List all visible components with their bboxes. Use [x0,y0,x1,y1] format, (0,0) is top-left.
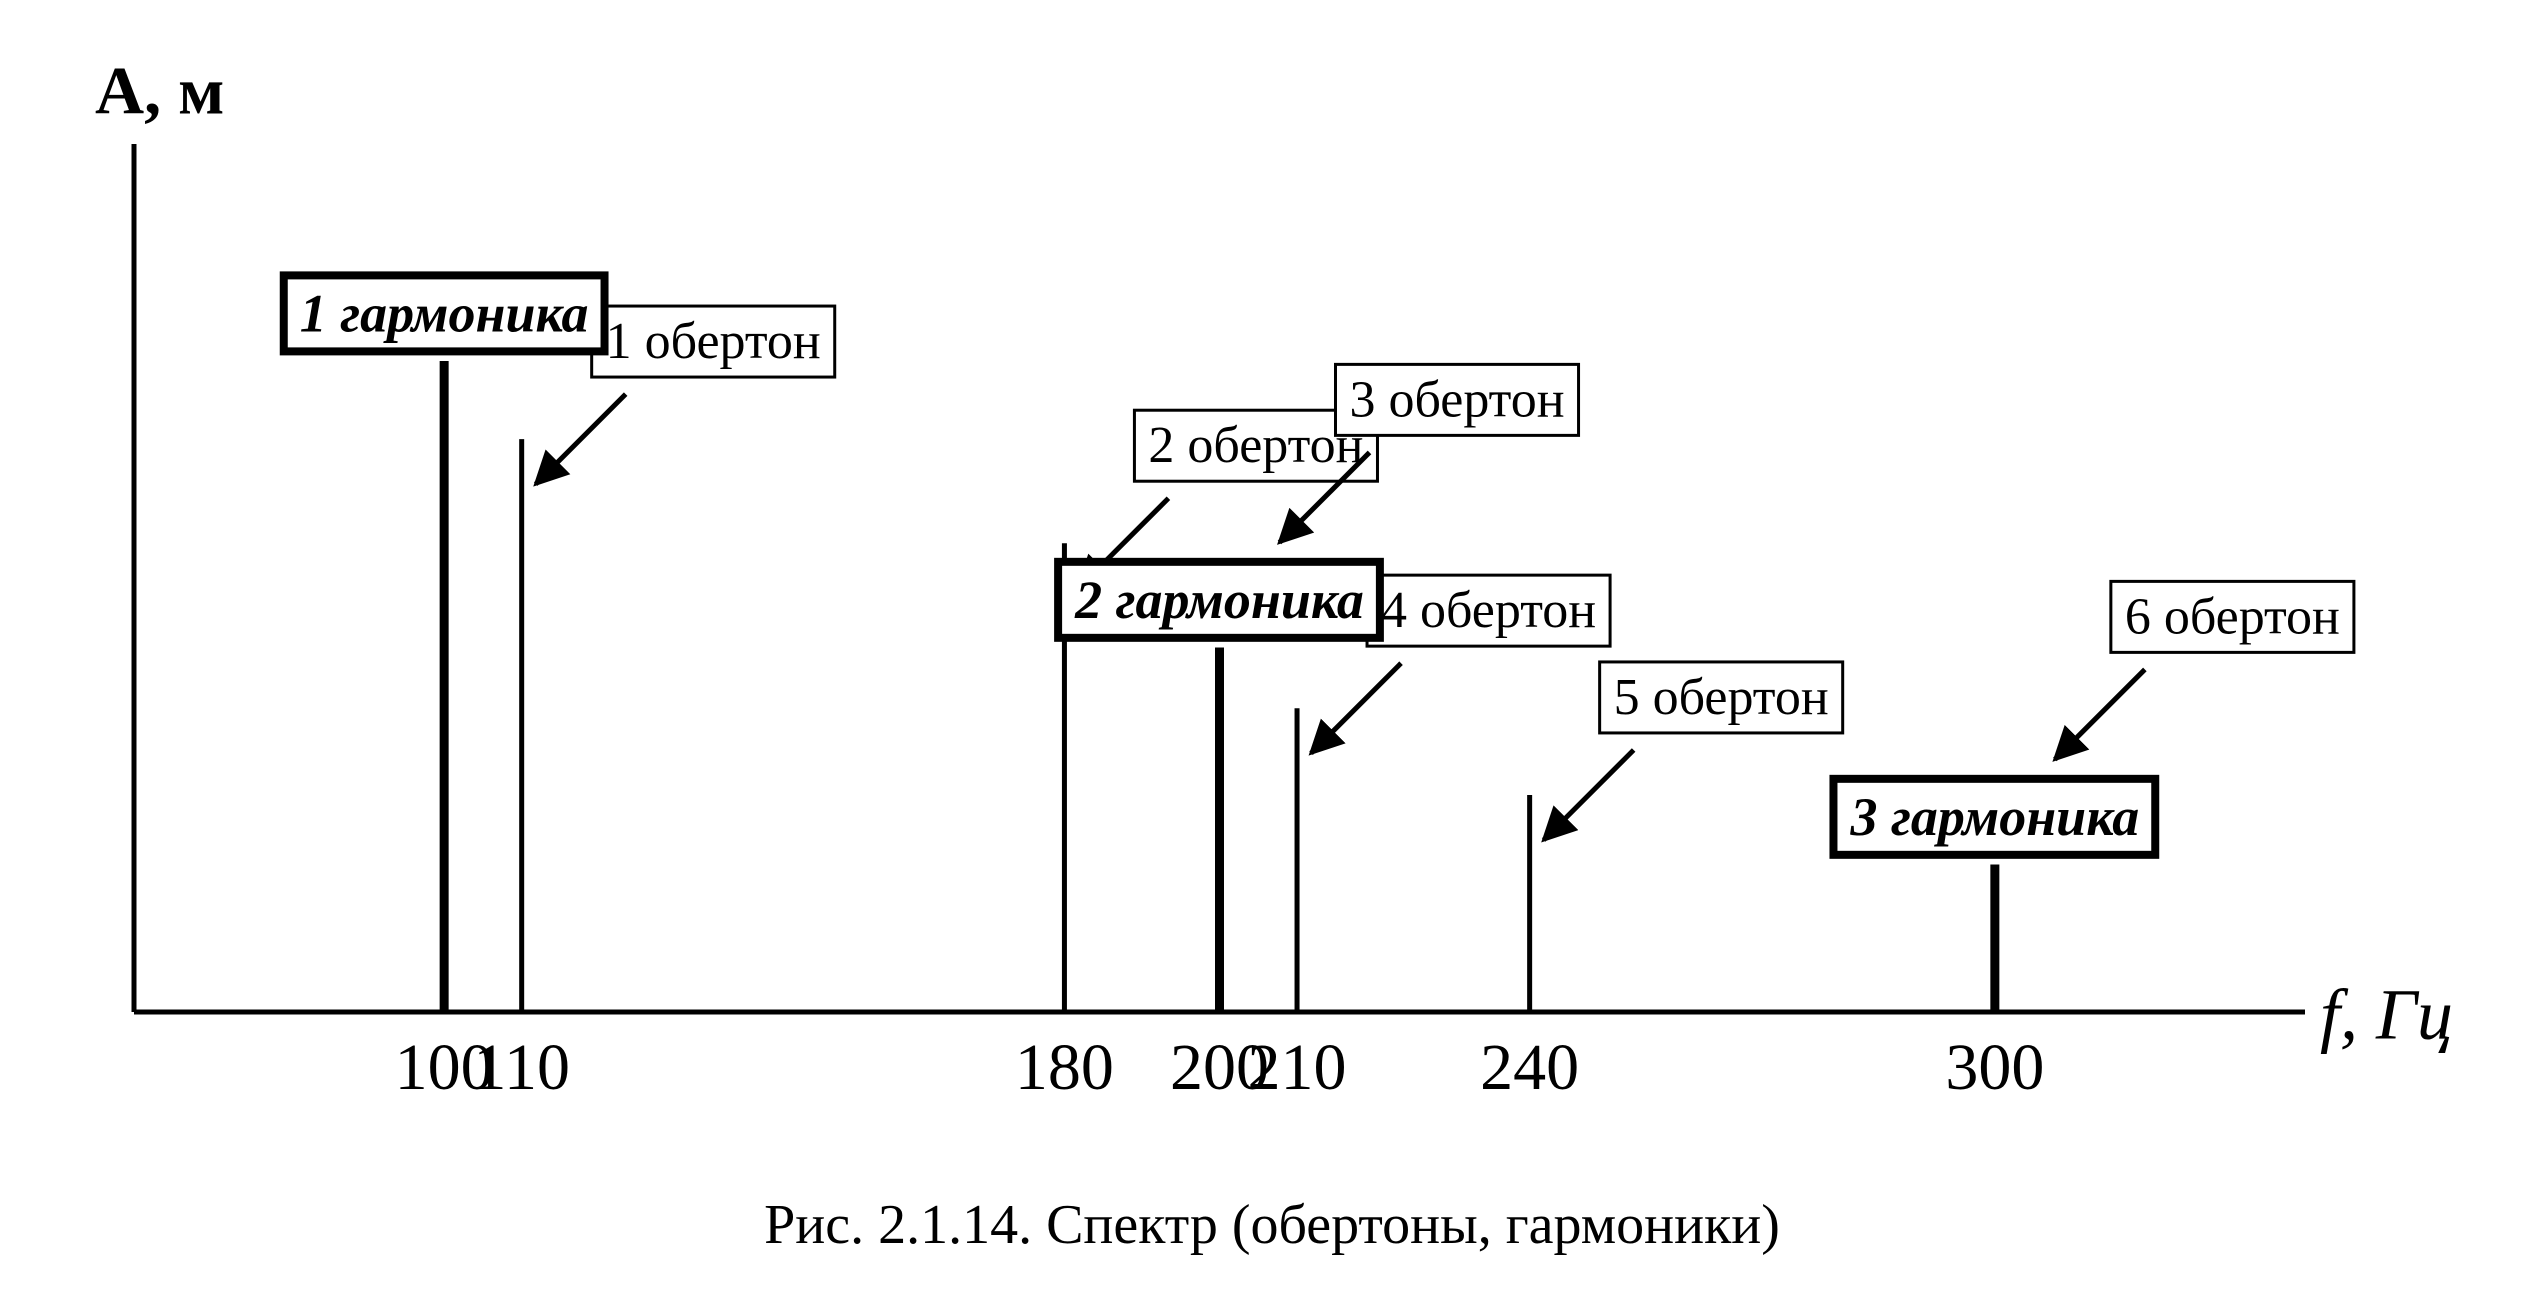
harmonic-label: 1 гармоника [300,283,589,343]
harmonic-label-box [1829,774,2160,859]
arrow [1277,450,1372,545]
overtone-label: 2 обертон [1148,417,1363,474]
harmonic-label: 2 гармоника [1074,570,1364,630]
x-tick-label: 180 [1015,1031,1114,1104]
x-tick-label: 110 [473,1031,570,1104]
arrow [2052,667,2147,762]
x-tick-label: 300 [1945,1031,2044,1104]
x-tick-label: 240 [1480,1031,1579,1104]
overtone-label-box [1598,660,1845,735]
overtone-label: 3 обертон [1350,371,1565,428]
x-tick-label: 200 [1170,1031,1269,1104]
overtone-label-box [1334,362,1581,437]
arrow [1541,748,1636,843]
harmonic-label-box [1054,557,1384,642]
y-axis-label: A, м [95,53,224,129]
x-axis-label: f, Гц [2320,975,2453,1055]
overtone-label: 1 обертон [606,313,821,370]
overtone-label-box [590,304,837,379]
overtone-label: 6 обертон [2125,588,2340,645]
overtone-label: 5 обертон [1614,669,1829,726]
harmonic-label: 3 гармоника [1849,787,2139,847]
harmonic-label-box [279,271,609,356]
overtone-label-box [2109,579,2356,654]
x-tick-label: 210 [1248,1031,1347,1104]
arrow [1308,661,1403,756]
overtone-label: 4 обертон [1381,582,1596,639]
x-tick-label: 100 [395,1031,494,1104]
arrow [533,392,628,487]
caption: Рис. 2.1.14. Спектр (обертоны, гармоники… [764,1194,1780,1256]
